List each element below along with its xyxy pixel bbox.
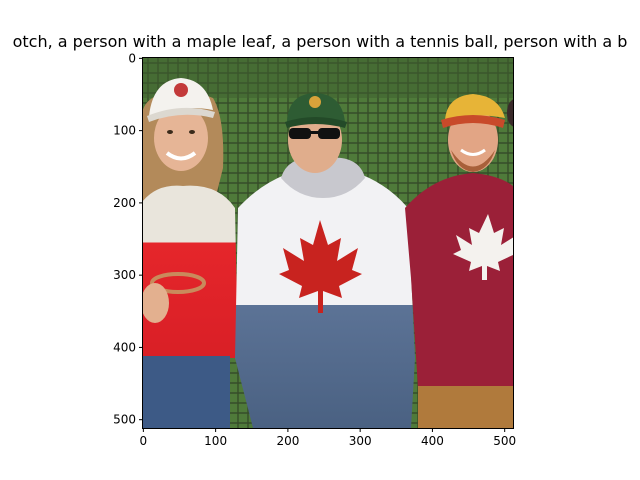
x-tick-label: 500 — [493, 434, 516, 448]
x-tick-label: 200 — [276, 434, 299, 448]
person-right — [405, 94, 513, 428]
person-left — [143, 78, 238, 428]
y-tick-label: 100 — [113, 124, 136, 138]
x-tick-label: 300 — [349, 434, 372, 448]
photo-canvas — [143, 58, 513, 428]
image-axes — [142, 57, 514, 429]
figure-title-text: otch, a person with a maple leaf, a pers… — [12, 32, 628, 51]
y-tick-label: 400 — [113, 340, 136, 354]
y-tick-label: 500 — [113, 413, 136, 427]
y-axis: 0 100 200 300 400 500 — [113, 51, 143, 427]
y-tick-label: 300 — [113, 268, 136, 282]
x-tick-label: 100 — [204, 434, 227, 448]
maple-leaf-icon — [279, 220, 362, 313]
y-tick-label: 200 — [113, 196, 136, 210]
figure-title: otch, a person with a maple leaf, a pers… — [0, 32, 640, 51]
white-maple-leaf-icon — [453, 214, 513, 280]
person-center — [235, 93, 415, 428]
x-tick-label: 0 — [140, 434, 148, 448]
x-axis: 0 100 200 300 400 500 — [140, 428, 516, 448]
y-tick-label: 0 — [128, 51, 136, 65]
x-tick-label: 400 — [421, 434, 444, 448]
